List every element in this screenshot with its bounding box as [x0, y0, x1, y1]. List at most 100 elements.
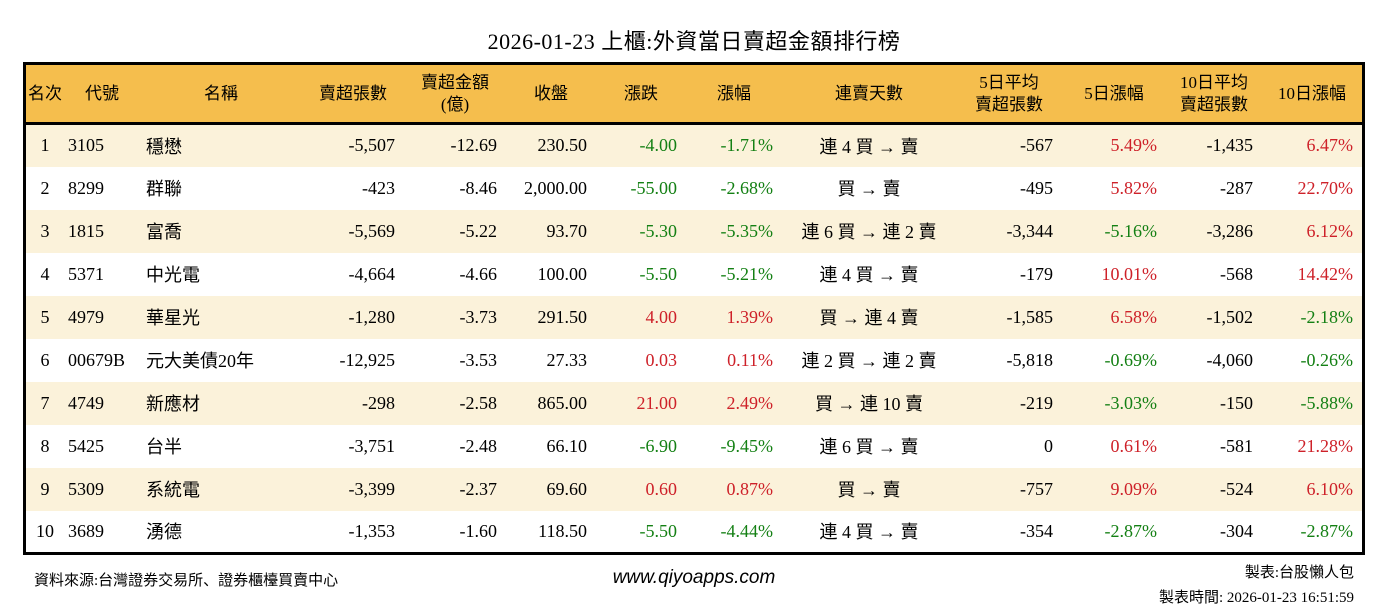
cell-rank: 2	[40, 177, 50, 198]
cell-rank: 5	[40, 306, 50, 327]
cell-pct10: 6.10%	[1306, 478, 1354, 499]
col-header-code: 代號	[64, 63, 140, 125]
data-source-note: 資料來源:台灣證券交易所、證券櫃檯買賣中心	[34, 573, 339, 589]
cell-name: 富喬	[146, 222, 182, 242]
cell-avg5: -5,818	[1006, 349, 1054, 370]
cell-change: 0.03	[645, 349, 678, 370]
cell-close: 230.50	[537, 135, 588, 156]
cell-name: 湧德	[146, 522, 182, 543]
cell-change: -5.50	[639, 263, 678, 284]
cell-close: 69.60	[546, 478, 588, 499]
table-row: 8 5425 台半 -3,751 -2.48 66.10 -6.90 -9.45% 連 6 買 …	[24, 424, 1364, 468]
cell-name: 台半	[146, 437, 182, 457]
col-header-sell_amount: 賣超金額 (億)	[404, 63, 506, 125]
cell-close: 100.00	[537, 263, 588, 284]
col-header-avg5: 5日平均 賣超張數	[956, 63, 1062, 125]
table-row: 4 5371 中光電 -4,664 -4.66 100.00 -5.50 -5.21% 連 4 …	[24, 252, 1364, 296]
cell-sell_amount: -2.48	[459, 435, 498, 456]
col-header-sell_volume: 賣超張數	[302, 63, 404, 125]
col-header-rank: 名次	[24, 63, 64, 125]
cell-streak: 買 → 賣	[837, 179, 901, 199]
cell-sell_amount: -8.46	[459, 177, 498, 198]
cell-change_pct: 1.39%	[726, 306, 774, 327]
cell-avg5: -1,585	[1006, 306, 1054, 327]
cell-name: 新應材	[146, 394, 200, 414]
cell-pct5: -0.69%	[1104, 349, 1158, 370]
foreign-sell-ranking-table: 名次 代號 名稱 賣超張數 賣超金額 (億) 收盤 漲跌 漲幅 連賣天數 5日平均 賣超張數 5日漲…	[23, 62, 1365, 555]
report-credit: 製表:台股懶人包 製表時間: 2026-01-23 16:51:59	[934, 559, 1354, 611]
cell-pct5: 10.01%	[1101, 263, 1158, 284]
cell-pct10: -2.18%	[1300, 306, 1354, 327]
cell-change_pct: 2.49%	[726, 392, 774, 413]
cell-name: 華星光	[146, 308, 200, 328]
cell-change: -5.30	[639, 220, 678, 241]
cell-code: 3105	[68, 135, 104, 156]
page-title: 2026-01-23 上櫃:外資當日賣超金額排行榜	[487, 29, 901, 54]
cell-change_pct: 0.11%	[727, 349, 773, 370]
cell-pct5: 9.09%	[1110, 478, 1158, 499]
cell-sell_amount: -1.60	[459, 520, 498, 541]
cell-pct10: 22.70%	[1297, 177, 1354, 198]
cell-avg5: 0	[1044, 435, 1053, 456]
cell-streak: 連 6 買 → 賣	[819, 437, 919, 457]
cell-code: 1815	[68, 220, 104, 241]
cell-pct5: -3.03%	[1104, 392, 1158, 413]
cell-change_pct: -1.71%	[720, 135, 774, 156]
cell-sell_amount: -3.73	[459, 306, 498, 327]
footer: 資料來源:台灣證券交易所、證券櫃檯買賣中心 www.qiyoapps.com 製…	[34, 559, 1354, 611]
cell-close: 2,000.00	[524, 177, 587, 198]
cell-streak: 買 → 連 4 賣	[819, 308, 919, 328]
website-text: www.qiyoapps.com	[612, 567, 776, 588]
cell-pct10: -5.88%	[1300, 392, 1354, 413]
cell-change: -4.00	[639, 135, 678, 156]
cell-sell_volume: -3,399	[348, 478, 396, 499]
cell-change: -55.00	[630, 177, 678, 198]
cell-name: 元大美債20年	[146, 351, 254, 371]
cell-name: 中光電	[146, 265, 200, 285]
cell-pct10: 14.42%	[1297, 263, 1354, 284]
col-header-pct10: 10日漲幅	[1262, 63, 1364, 125]
cell-avg5: -219	[1020, 392, 1053, 413]
cell-close: 865.00	[537, 392, 588, 413]
col-header-change: 漲跌	[596, 63, 686, 125]
cell-avg5: -354	[1020, 520, 1053, 541]
cell-sell_volume: -1,280	[348, 306, 396, 327]
cell-pct10: 21.28%	[1297, 435, 1354, 456]
cell-pct10: -2.87%	[1300, 520, 1354, 541]
cell-pct5: 6.58%	[1110, 306, 1158, 327]
cell-sell_amount: -3.53	[459, 349, 498, 370]
report-author: 製表:台股懶人包	[1244, 565, 1354, 581]
col-header-streak: 連賣天數	[782, 63, 956, 125]
table-row: 5 4979 華星光 -1,280 -3.73 291.50 4.00 1.39% 買 → 連 …	[24, 295, 1364, 339]
cell-sell_volume: -5,507	[348, 135, 396, 156]
cell-change_pct: 0.87%	[726, 478, 774, 499]
cell-avg10: -568	[1220, 263, 1253, 284]
cell-code: 8299	[68, 177, 104, 198]
cell-change: 4.00	[645, 306, 678, 327]
cell-rank: 10	[36, 520, 54, 541]
cell-sell_amount: -2.37	[459, 478, 498, 499]
cell-close: 66.10	[546, 435, 588, 456]
cell-code: 3689	[68, 520, 104, 541]
cell-rank: 7	[40, 392, 50, 413]
cell-avg5: -757	[1020, 478, 1053, 499]
cell-change: -6.90	[639, 435, 678, 456]
cell-avg10: -524	[1220, 478, 1253, 499]
col-header-change_pct: 漲幅	[686, 63, 782, 125]
cell-pct5: -2.87%	[1104, 520, 1158, 541]
cell-avg5: -179	[1020, 263, 1053, 284]
cell-sell_volume: -3,751	[348, 435, 396, 456]
cell-pct5: 5.82%	[1110, 177, 1158, 198]
cell-rank: 3	[40, 220, 50, 241]
cell-sell_amount: -2.58	[459, 392, 498, 413]
cell-rank: 1	[40, 135, 50, 156]
cell-pct10: 6.47%	[1306, 135, 1354, 156]
cell-sell_amount: -4.66	[459, 263, 498, 284]
cell-name: 穩懋	[146, 136, 182, 157]
cell-close: 93.70	[546, 220, 588, 241]
cell-name: 系統電	[146, 480, 200, 500]
cell-sell_volume: -4,664	[348, 263, 396, 284]
cell-change_pct: -4.44%	[720, 520, 774, 541]
cell-name: 群聯	[146, 179, 182, 199]
